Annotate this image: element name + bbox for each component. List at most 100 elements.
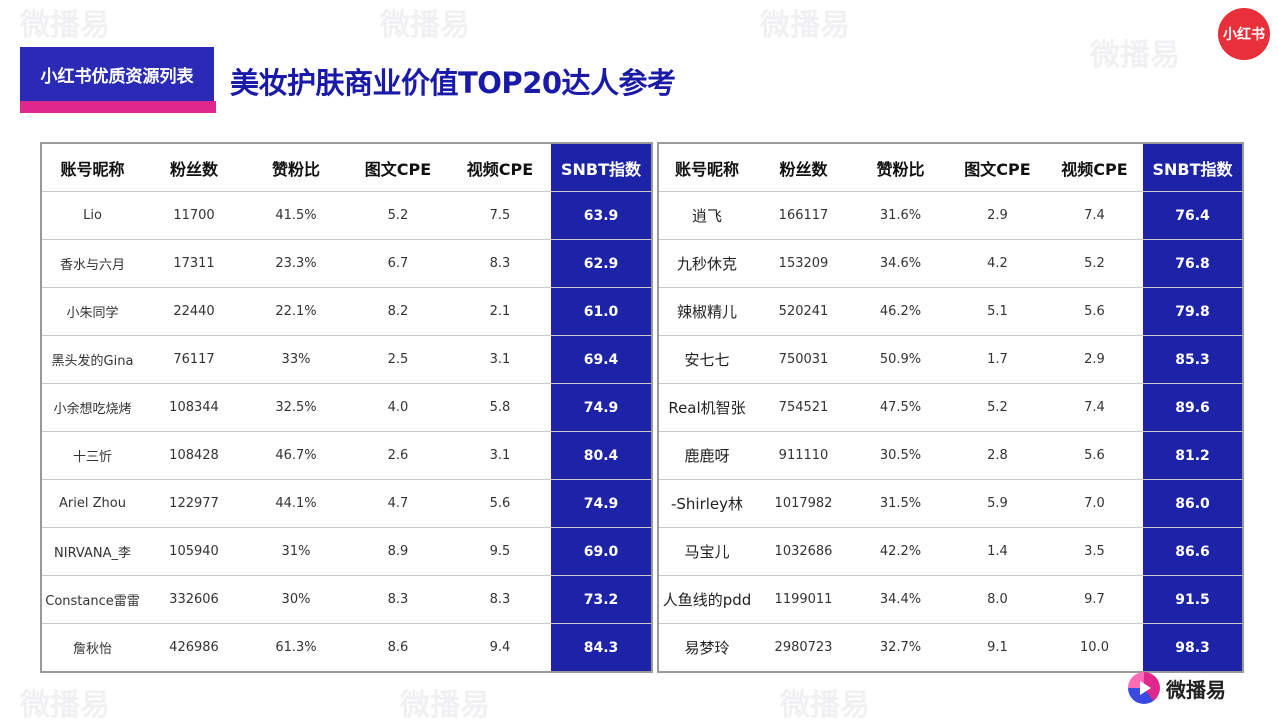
table-cell: 33%	[245, 335, 347, 384]
left-table: 账号昵称 粉丝数 赞粉比 图文CPE 视频CPE SNBT指数 Lio 11700…	[40, 142, 653, 673]
snbt-cell: 62.9	[551, 239, 652, 288]
table-cell: 911110	[755, 431, 852, 480]
table-cell: 105940	[143, 527, 245, 576]
table-cell: 1.4	[949, 527, 1046, 576]
table-cell: 2.6	[347, 431, 449, 480]
snbt-cell: 85.3	[1143, 335, 1243, 384]
table-cell: 61.3%	[245, 623, 347, 673]
table-cell: 2.1	[449, 287, 551, 336]
table-cell: 122977	[143, 479, 245, 528]
table-cell: 42.2%	[852, 527, 949, 576]
table-row: 易梦玲 2980723 32.7% 9.1 10.0 98.3	[658, 623, 1243, 673]
table-cell: 47.5%	[852, 383, 949, 432]
table-cell: 108428	[143, 431, 245, 480]
account-name-cell: 安七七	[658, 335, 755, 384]
account-name-cell: 黑头发的Gina	[41, 335, 143, 384]
account-name-cell: 易梦玲	[658, 623, 755, 673]
table-cell: 1032686	[755, 527, 852, 576]
right-table: 账号昵称 粉丝数 赞粉比 图文CPE 视频CPE SNBT指数 逍飞 166117…	[657, 142, 1244, 673]
account-name-cell: Real机智张	[658, 383, 755, 432]
account-name-cell: 十三忻	[41, 431, 143, 480]
table-cell: 2980723	[755, 623, 852, 673]
watermark: 微播易	[760, 8, 850, 43]
account-name-cell: NIRVANA_李	[41, 527, 143, 576]
account-name-cell: 九秒休克	[658, 239, 755, 288]
table-cell: 8.6	[347, 623, 449, 673]
accent-bar	[20, 101, 216, 113]
table-cell: 3.1	[449, 335, 551, 384]
account-name-cell: Ariel Zhou	[41, 479, 143, 528]
table-row: 詹秋怡 426986 61.3% 8.6 9.4 84.3	[41, 623, 652, 673]
table-row: NIRVANA_李 105940 31% 8.9 9.5 69.0	[41, 527, 652, 576]
table-cell: 4.7	[347, 479, 449, 528]
play-icon	[1128, 672, 1160, 704]
account-name-cell: 辣椒精儿	[658, 287, 755, 336]
table-cell: 9.7	[1046, 575, 1143, 624]
table-cell: 41.5%	[245, 191, 347, 240]
table-cell: 520241	[755, 287, 852, 336]
snbt-cell: 91.5	[1143, 575, 1243, 624]
account-name-cell: Constance雷雷	[41, 575, 143, 624]
table-row: 黑头发的Gina 76117 33% 2.5 3.1 69.4	[41, 335, 652, 384]
column-header: 赞粉比	[245, 142, 347, 192]
column-header: 图文CPE	[949, 142, 1046, 192]
table-cell: 108344	[143, 383, 245, 432]
table-cell: 8.9	[347, 527, 449, 576]
table-cell: 166117	[755, 191, 852, 240]
column-header: 视频CPE	[1046, 142, 1143, 192]
table-row: 鹿鹿呀 911110 30.5% 2.8 5.6 81.2	[658, 431, 1243, 480]
weiboyi-logo: 微播易	[1128, 663, 1226, 713]
table-cell: 5.1	[949, 287, 1046, 336]
watermark: 微播易	[380, 8, 470, 43]
table-row: Ariel Zhou 122977 44.1% 4.7 5.6 74.9	[41, 479, 652, 528]
table-cell: 7.0	[1046, 479, 1143, 528]
snbt-cell: 79.8	[1143, 287, 1243, 336]
account-name-cell: 人鱼线的pdd	[658, 575, 755, 624]
account-name-cell: -Shirley林	[658, 479, 755, 528]
column-header: 账号昵称	[658, 142, 755, 192]
snbt-cell: 74.9	[551, 383, 652, 432]
account-name-cell: 詹秋怡	[41, 623, 143, 673]
table-cell: 17311	[143, 239, 245, 288]
table-cell: 153209	[755, 239, 852, 288]
table-cell: 32.7%	[852, 623, 949, 673]
table-cell: 4.0	[347, 383, 449, 432]
table-cell: 5.2	[1046, 239, 1143, 288]
table-cell: 34.4%	[852, 575, 949, 624]
snbt-cell: 84.3	[551, 623, 652, 673]
table-cell: 8.3	[449, 239, 551, 288]
table-cell: 9.5	[449, 527, 551, 576]
table-row: 马宝儿 1032686 42.2% 1.4 3.5 86.6	[658, 527, 1243, 576]
table-cell: 34.6%	[852, 239, 949, 288]
table-cell: 30%	[245, 575, 347, 624]
table-cell: 426986	[143, 623, 245, 673]
table-cell: 332606	[143, 575, 245, 624]
snbt-cell: 76.8	[1143, 239, 1243, 288]
weiboyi-logo-text: 微播易	[1166, 677, 1226, 702]
table-cell: 7.5	[449, 191, 551, 240]
watermark: 微播易	[1090, 38, 1180, 73]
table-row: Constance雷雷 332606 30% 8.3 8.3 73.2	[41, 575, 652, 624]
column-header: 图文CPE	[347, 142, 449, 192]
table-cell: 1.7	[949, 335, 1046, 384]
account-name-cell: Lio	[41, 191, 143, 240]
table-cell: 1017982	[755, 479, 852, 528]
account-name-cell: 小朱同学	[41, 287, 143, 336]
snbt-cell: 98.3	[1143, 623, 1243, 673]
table-row: Lio 11700 41.5% 5.2 7.5 63.9	[41, 191, 652, 240]
table-cell: 3.5	[1046, 527, 1143, 576]
snbt-cell: 61.0	[551, 287, 652, 336]
table-row: 逍飞 166117 31.6% 2.9 7.4 76.4	[658, 191, 1243, 240]
table-cell: 750031	[755, 335, 852, 384]
column-header: 赞粉比	[852, 142, 949, 192]
account-name-cell: 小余想吃烧烤	[41, 383, 143, 432]
table-cell: 76117	[143, 335, 245, 384]
table-cell: 5.9	[949, 479, 1046, 528]
table-cell: 754521	[755, 383, 852, 432]
table-cell: 5.6	[449, 479, 551, 528]
table-row: 九秒休克 153209 34.6% 4.2 5.2 76.8	[658, 239, 1243, 288]
table-row: 辣椒精儿 520241 46.2% 5.1 5.6 79.8	[658, 287, 1243, 336]
table-row: 安七七 750031 50.9% 1.7 2.9 85.3	[658, 335, 1243, 384]
table-header-row: 账号昵称 粉丝数 赞粉比 图文CPE 视频CPE SNBT指数	[41, 142, 652, 192]
table-row: -Shirley林 1017982 31.5% 5.9 7.0 86.0	[658, 479, 1243, 528]
